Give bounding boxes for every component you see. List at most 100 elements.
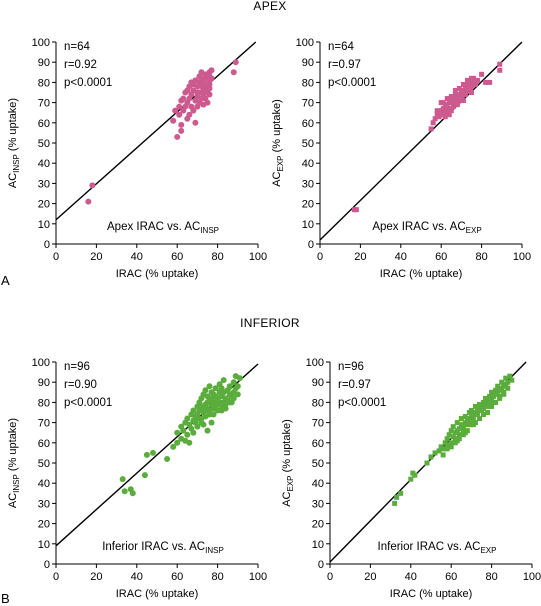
data-point [206, 91, 213, 98]
annotation-subscript: INSP [205, 546, 224, 555]
data-point [220, 377, 227, 384]
data-point [194, 415, 201, 422]
data-point [470, 422, 476, 428]
data-point [85, 198, 92, 205]
data-point [182, 89, 189, 96]
data-point [432, 116, 438, 122]
data-point [474, 412, 480, 418]
data-point [448, 428, 454, 434]
data-point [460, 81, 466, 87]
y-tick-label: 60 [38, 438, 50, 450]
data-point [481, 405, 487, 411]
y-tick-label: 30 [38, 498, 50, 510]
data-point [222, 405, 229, 412]
data-point [456, 426, 462, 432]
stat-line: r=0.90 [64, 379, 97, 391]
y-tick-label: 80 [38, 397, 50, 409]
data-point [430, 120, 436, 126]
data-point [428, 126, 434, 132]
y-tick-label: 0 [44, 239, 50, 251]
data-point [234, 383, 241, 390]
stat-line: p<0.0001 [64, 397, 112, 409]
data-point [232, 59, 239, 66]
x-tick-label: 100 [249, 571, 267, 583]
data-point [149, 449, 156, 456]
data-point [208, 67, 215, 74]
data-point [208, 419, 215, 426]
data-point [483, 79, 489, 85]
annotation-subscript: INSP [200, 226, 219, 235]
y-tick-label: 10 [38, 219, 50, 231]
stat-line: p<0.0001 [328, 77, 376, 89]
data-point [454, 438, 460, 444]
comparison-annotation: Apex IRAC vs. ACINSP [107, 221, 219, 235]
data-point [462, 87, 468, 93]
x-tick-label: 20 [90, 251, 102, 263]
data-point [448, 440, 454, 446]
comparison-annotation: Inferior IRAC vs. ACEXP [378, 541, 497, 555]
y-label-tail: (% uptake) [7, 418, 19, 474]
data-point [487, 399, 493, 405]
y-tick-label: 50 [302, 138, 314, 150]
data-point [394, 494, 400, 500]
y-tick-label: 40 [38, 478, 50, 490]
data-point [446, 112, 452, 118]
data-point [493, 399, 499, 405]
y-tick-label: 90 [312, 377, 324, 389]
comparison-annotation: Apex IRAC vs. ACEXP [372, 221, 481, 235]
x-tick-label: 40 [131, 571, 143, 583]
data-point [230, 395, 237, 402]
y-tick-label: 30 [312, 498, 324, 510]
y-label-main: AC [7, 173, 19, 188]
data-point [479, 71, 485, 77]
data-point [444, 442, 450, 448]
data-point [444, 96, 450, 102]
x-tick-label: 40 [395, 251, 407, 263]
x-tick-label: 0 [317, 251, 323, 263]
y-tick-label: 80 [38, 77, 50, 89]
data-point [174, 133, 181, 140]
data-point [194, 423, 201, 430]
y-tick-label: 70 [38, 418, 50, 430]
data-point [194, 89, 201, 96]
stat-line: r=0.92 [64, 59, 97, 71]
y-tick-label: 0 [44, 559, 50, 571]
data-point [440, 452, 446, 458]
data-point [485, 410, 491, 415]
data-point [456, 85, 462, 91]
y-tick-label: 50 [38, 458, 50, 470]
data-point [497, 61, 503, 67]
data-point [206, 81, 213, 88]
data-point [448, 94, 454, 100]
data-point [184, 431, 191, 438]
data-point [214, 397, 221, 404]
y-tick-label: 30 [38, 178, 50, 190]
data-point [497, 395, 503, 401]
section-b-title: INFERIOR [240, 316, 300, 330]
data-point [129, 490, 136, 497]
data-point [178, 127, 185, 134]
data-point [176, 103, 183, 110]
x-tick-label: 80 [211, 571, 223, 583]
annotation-main: Inferior IRAC vs. AC [378, 541, 481, 553]
data-point [444, 436, 450, 442]
data-point [438, 112, 444, 118]
data-point [450, 424, 456, 430]
data-point [446, 432, 452, 438]
data-point [230, 69, 237, 76]
data-point [458, 416, 464, 422]
y-tick-label: 10 [302, 219, 314, 231]
x-axis-label: IRAC (% uptake) [380, 268, 463, 280]
data-point [442, 114, 448, 120]
data-point [180, 427, 187, 434]
data-point [448, 444, 454, 450]
chart-inferior_insp: 0 10 20 30 40 50 60 70 80 90 100 0 20 40 60 80 100 IRAC (… [7, 357, 267, 600]
y-tick-label: 40 [302, 158, 314, 170]
data-point [458, 96, 464, 102]
data-point [485, 403, 491, 409]
y-label-tail: (% uptake) [271, 99, 283, 155]
annotation-subscript: EXP [466, 226, 482, 235]
data-point [202, 387, 209, 394]
data-point [204, 99, 211, 106]
data-point [190, 107, 197, 114]
